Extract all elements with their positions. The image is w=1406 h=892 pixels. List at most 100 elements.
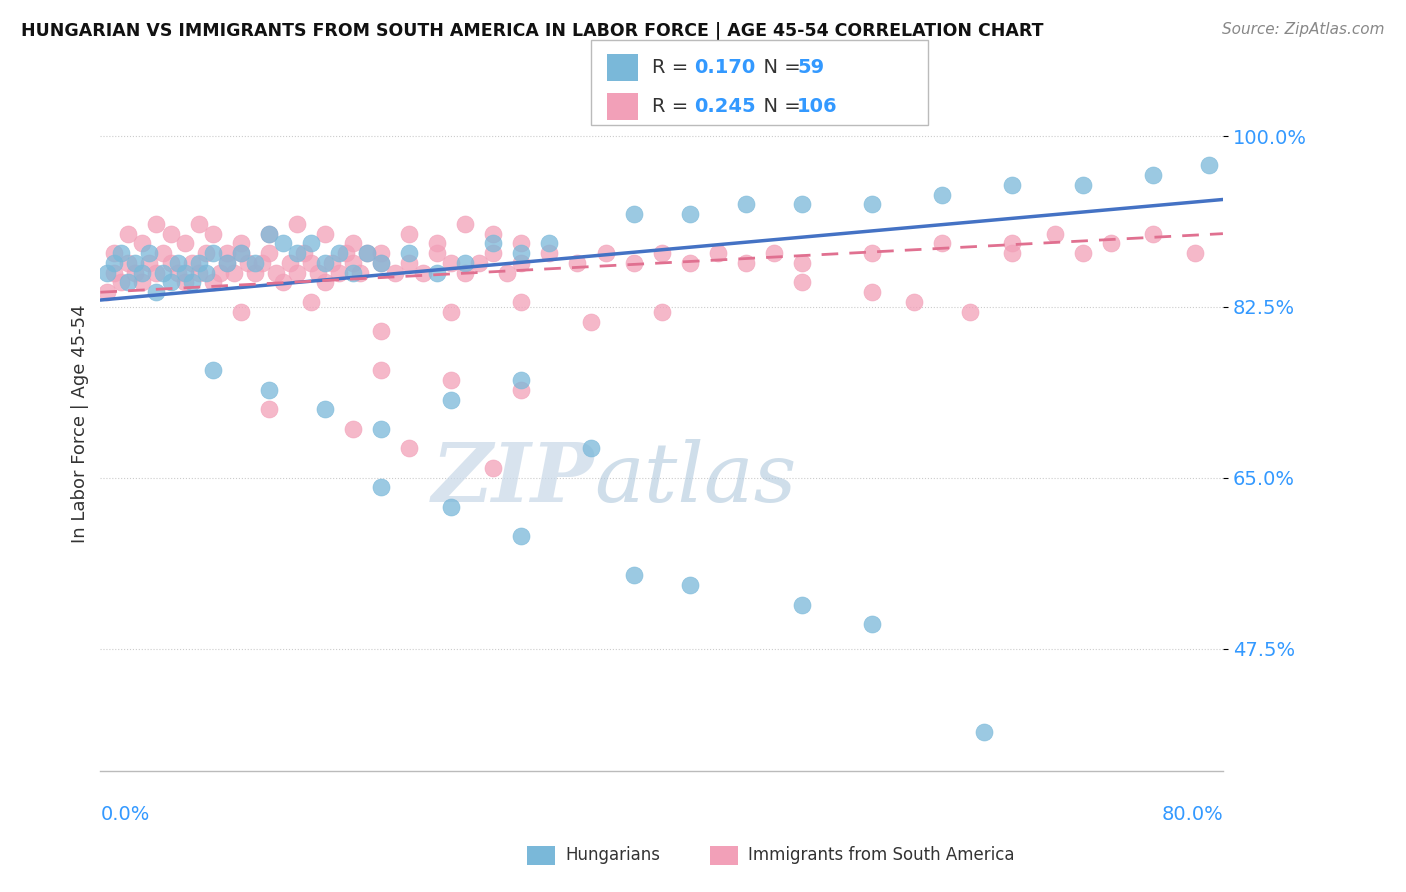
Point <box>790 256 813 270</box>
Point <box>229 246 252 260</box>
Point <box>285 246 308 260</box>
Point <box>215 256 238 270</box>
Point <box>860 197 883 211</box>
Point <box>1001 178 1024 192</box>
Text: 80.0%: 80.0% <box>1161 805 1223 824</box>
Point <box>159 256 181 270</box>
Point <box>299 236 322 251</box>
Point <box>194 266 217 280</box>
Point <box>510 529 533 543</box>
Point <box>236 256 259 270</box>
Point <box>1099 236 1122 251</box>
Point <box>201 363 224 377</box>
Point <box>679 256 702 270</box>
Point <box>124 266 146 280</box>
Point <box>426 266 449 280</box>
Point <box>222 266 245 280</box>
Point <box>243 256 266 270</box>
Point <box>510 383 533 397</box>
Point <box>208 266 231 280</box>
Point <box>131 276 153 290</box>
Point <box>152 266 174 280</box>
Point <box>790 598 813 612</box>
Point <box>145 266 167 280</box>
Point <box>285 217 308 231</box>
Point <box>679 207 702 221</box>
Point <box>468 256 491 270</box>
Point <box>201 227 224 241</box>
Point <box>482 461 505 475</box>
Text: R =: R = <box>652 96 695 116</box>
Point <box>370 256 392 270</box>
Text: 0.245: 0.245 <box>695 96 756 116</box>
Point <box>440 305 463 319</box>
Point <box>314 276 336 290</box>
Point <box>959 305 981 319</box>
Point <box>454 217 477 231</box>
Point <box>412 266 434 280</box>
Point <box>96 266 118 280</box>
Text: ZIP: ZIP <box>432 440 595 519</box>
Point <box>398 246 420 260</box>
Point <box>257 227 280 241</box>
Point <box>131 266 153 280</box>
Point <box>117 227 139 241</box>
Point <box>159 276 181 290</box>
Point <box>510 246 533 260</box>
Point <box>903 295 925 310</box>
Point <box>229 236 252 251</box>
Point <box>335 246 357 260</box>
Point <box>496 266 519 280</box>
Point <box>257 227 280 241</box>
Y-axis label: In Labor Force | Age 45-54: In Labor Force | Age 45-54 <box>72 305 89 543</box>
Point <box>173 266 195 280</box>
Point <box>734 197 756 211</box>
Point <box>370 324 392 338</box>
Text: Hungarians: Hungarians <box>565 847 661 864</box>
Point <box>510 373 533 387</box>
Point <box>1198 158 1220 172</box>
Point <box>1071 246 1094 260</box>
Point <box>1001 236 1024 251</box>
Point <box>194 246 217 260</box>
Point <box>243 266 266 280</box>
Point <box>187 256 209 270</box>
Point <box>173 236 195 251</box>
Point <box>860 246 883 260</box>
Point <box>454 266 477 280</box>
Point <box>623 568 645 582</box>
Point <box>257 383 280 397</box>
Point <box>342 422 364 436</box>
Point <box>201 246 224 260</box>
Text: Source: ZipAtlas.com: Source: ZipAtlas.com <box>1222 22 1385 37</box>
Text: N =: N = <box>751 58 807 77</box>
Point <box>342 266 364 280</box>
Point <box>321 256 343 270</box>
Text: 59: 59 <box>797 58 824 77</box>
Point <box>152 246 174 260</box>
Text: R =: R = <box>652 58 695 77</box>
Point <box>510 256 533 270</box>
Point <box>426 246 449 260</box>
Point <box>187 217 209 231</box>
Text: N =: N = <box>751 96 807 116</box>
Point <box>482 236 505 251</box>
Point <box>292 246 315 260</box>
Point <box>349 266 371 280</box>
Point <box>215 256 238 270</box>
Point <box>299 256 322 270</box>
Point <box>1043 227 1066 241</box>
Point <box>278 256 301 270</box>
Point <box>398 442 420 456</box>
Point <box>370 256 392 270</box>
Point <box>180 276 202 290</box>
Point <box>440 500 463 514</box>
Point <box>257 402 280 417</box>
Point <box>595 246 617 260</box>
Text: 106: 106 <box>797 96 838 116</box>
Point <box>187 266 209 280</box>
Point <box>145 285 167 300</box>
Point <box>623 256 645 270</box>
Point <box>538 236 561 251</box>
Point <box>651 246 673 260</box>
